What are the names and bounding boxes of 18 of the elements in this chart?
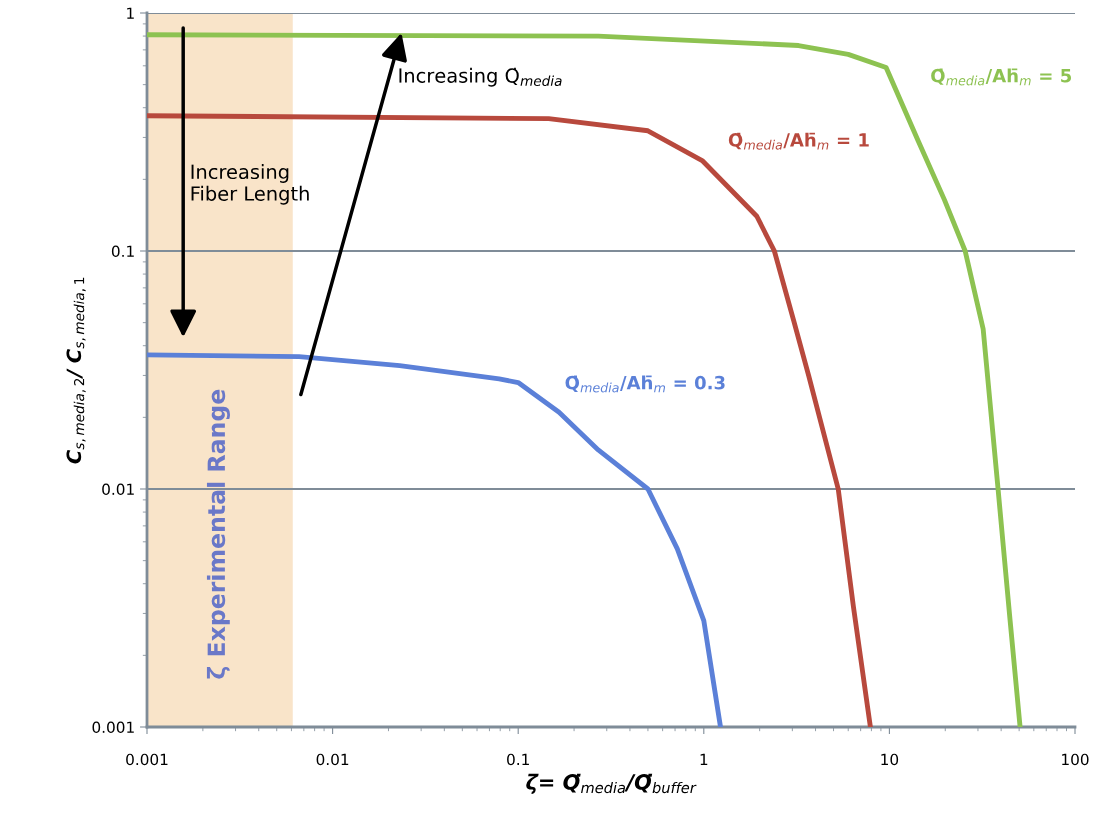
x-tick-label: 0.1 bbox=[507, 753, 529, 766]
annotation: Increasing Fiber Length bbox=[191, 164, 309, 205]
x-tick-label: 0.01 bbox=[316, 753, 349, 766]
x-tick-label: 1 bbox=[700, 753, 708, 765]
series-label: Q̇$_{media}$/Ah̄$_{m}$ = 0.3 bbox=[565, 375, 725, 393]
series-label: Q̇$_{media}$/Ah̄$_{m}$ = 1 bbox=[728, 132, 869, 150]
y-tick-label: 0.001 bbox=[92, 721, 134, 734]
y-tick-label: 0.1 bbox=[111, 245, 134, 258]
series-label: Q̇$_{media}$/Ah̄$_{m}$ = 5 bbox=[931, 68, 1072, 86]
y-axis-title: C$_{s,media,2}$/ C$_{s,media,1}$ bbox=[66, 277, 86, 464]
x-tick-label: 10 bbox=[881, 753, 899, 766]
y-tick-label: 1 bbox=[127, 7, 134, 19]
x-tick-label: 0.001 bbox=[126, 753, 168, 766]
annotation: Increasing Q̇$_{media}$ bbox=[399, 67, 562, 87]
x-axis-title: ζ= Q̇$_{media}$/Q̇$_{buffer}$ bbox=[526, 773, 697, 794]
x-tick-label: 100 bbox=[1062, 753, 1089, 766]
band-label: ζ Experimental Range bbox=[206, 389, 230, 679]
y-tick-label: 0.01 bbox=[102, 483, 134, 496]
